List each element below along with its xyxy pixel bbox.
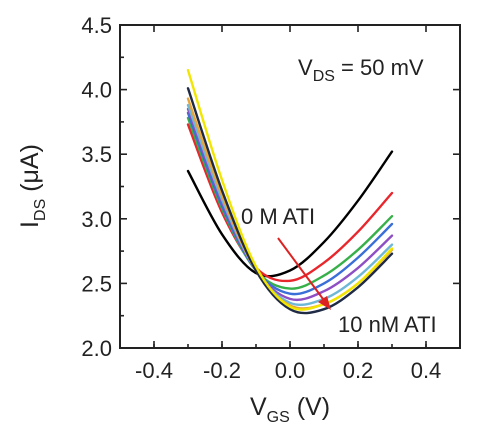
end-concentration-label: 10 nM ATI xyxy=(338,312,437,337)
y-axis-title-unit: (μA) xyxy=(16,144,44,199)
series-line-9 xyxy=(186,69,394,311)
y-axis-title-main: I xyxy=(16,221,44,228)
trend-arrow xyxy=(277,237,327,304)
x-axis-title: VGS (V) xyxy=(250,393,330,426)
y-tick-label: 4.5 xyxy=(81,13,112,38)
axis-ticks: -0.4 -0.2 0.0 0.2 0.4 2.0 2.5 3.0 3.5 4.0 4.5 xyxy=(81,13,461,383)
series-line-2 xyxy=(186,123,394,283)
x-axis-title-sub: GS xyxy=(267,409,290,426)
y-axis-title-sub: DS xyxy=(32,199,49,221)
x-tick-label: 0.4 xyxy=(411,358,442,383)
x-tick-label: 0.2 xyxy=(343,358,374,383)
x-tick-label: -0.4 xyxy=(135,358,173,383)
vds-annotation: VDS = 50 mV xyxy=(298,55,424,85)
series-lines xyxy=(186,69,394,315)
y-tick-label: 2.0 xyxy=(81,336,112,361)
vds-annotation-rest: = 50 mV xyxy=(335,55,424,80)
series-line-4 xyxy=(186,111,394,296)
vds-annotation-main: V xyxy=(298,55,313,80)
y-tick-label: 2.5 xyxy=(81,271,112,296)
series-line-1 xyxy=(186,150,394,278)
trend-arrowhead xyxy=(318,296,331,310)
x-tick-label: -0.2 xyxy=(203,358,241,383)
series-line-6 xyxy=(186,103,394,306)
x-axis-title-main: V xyxy=(250,393,267,421)
series-line-8 xyxy=(186,87,394,315)
x-axis-title-unit: (V) xyxy=(290,393,330,421)
y-tick-label: 4.0 xyxy=(81,78,112,103)
y-tick-label: 3.0 xyxy=(81,207,112,232)
start-concentration-label: 0 M ATI xyxy=(241,204,315,229)
vds-annotation-sub: DS xyxy=(313,68,335,85)
x-tick-label: 0.0 xyxy=(275,358,306,383)
y-tick-label: 3.5 xyxy=(81,142,112,167)
y-axis-title: IDS (μA) xyxy=(16,144,49,228)
